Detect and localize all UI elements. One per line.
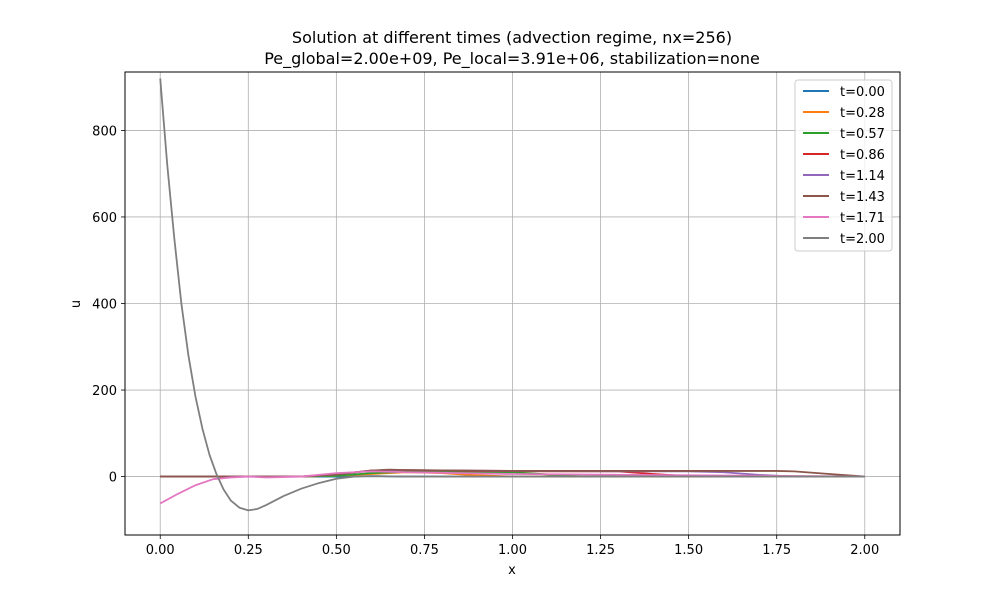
x-tick-label: 2.00 (850, 543, 879, 558)
legend-label: t=1.71 (840, 211, 885, 226)
legend-label: t=0.28 (840, 106, 885, 121)
x-axis-ticks: 0.00 0.25 0.50 0.75 1.00 1.25 1.50 1.75 2.00 (146, 535, 879, 558)
x-tick-label: 1.00 (498, 543, 527, 558)
x-tick-label: 1.50 (674, 543, 703, 558)
x-tick-label: 0.25 (234, 543, 263, 558)
legend-label: t=0.00 (840, 85, 885, 100)
y-tick-label: 600 (92, 211, 117, 226)
legend-label: t=1.14 (840, 169, 885, 184)
legend-label: t=1.43 (840, 190, 885, 205)
x-tick-label: 1.75 (762, 543, 791, 558)
y-tick-label: 200 (92, 384, 117, 399)
chart-title-line1: Solution at different times (advection r… (292, 28, 732, 47)
x-tick-label: 0.75 (410, 543, 439, 558)
y-axis-label: u (69, 300, 84, 308)
y-tick-label: 400 (92, 298, 117, 313)
chart-title-line2: Pe_global=2.00e+09, Pe_local=3.91e+06, s… (264, 49, 760, 69)
x-axis-label: x (508, 563, 516, 578)
x-tick-label: 1.25 (586, 543, 615, 558)
legend-label: t=2.00 (840, 232, 885, 247)
grid-lines (125, 72, 900, 535)
y-tick-label: 800 (92, 124, 117, 139)
y-axis-ticks: 0 200 400 600 800 (92, 124, 125, 485)
x-tick-label: 0.00 (146, 543, 175, 558)
x-tick-label: 0.50 (322, 543, 351, 558)
legend-label: t=0.86 (840, 148, 885, 163)
legend: t=0.00 t=0.28 t=0.57 t=0.86 t=1.14 t=1.43 t=1.… (795, 80, 892, 251)
y-tick-label: 0 (109, 471, 117, 486)
legend-label: t=0.57 (840, 127, 885, 142)
